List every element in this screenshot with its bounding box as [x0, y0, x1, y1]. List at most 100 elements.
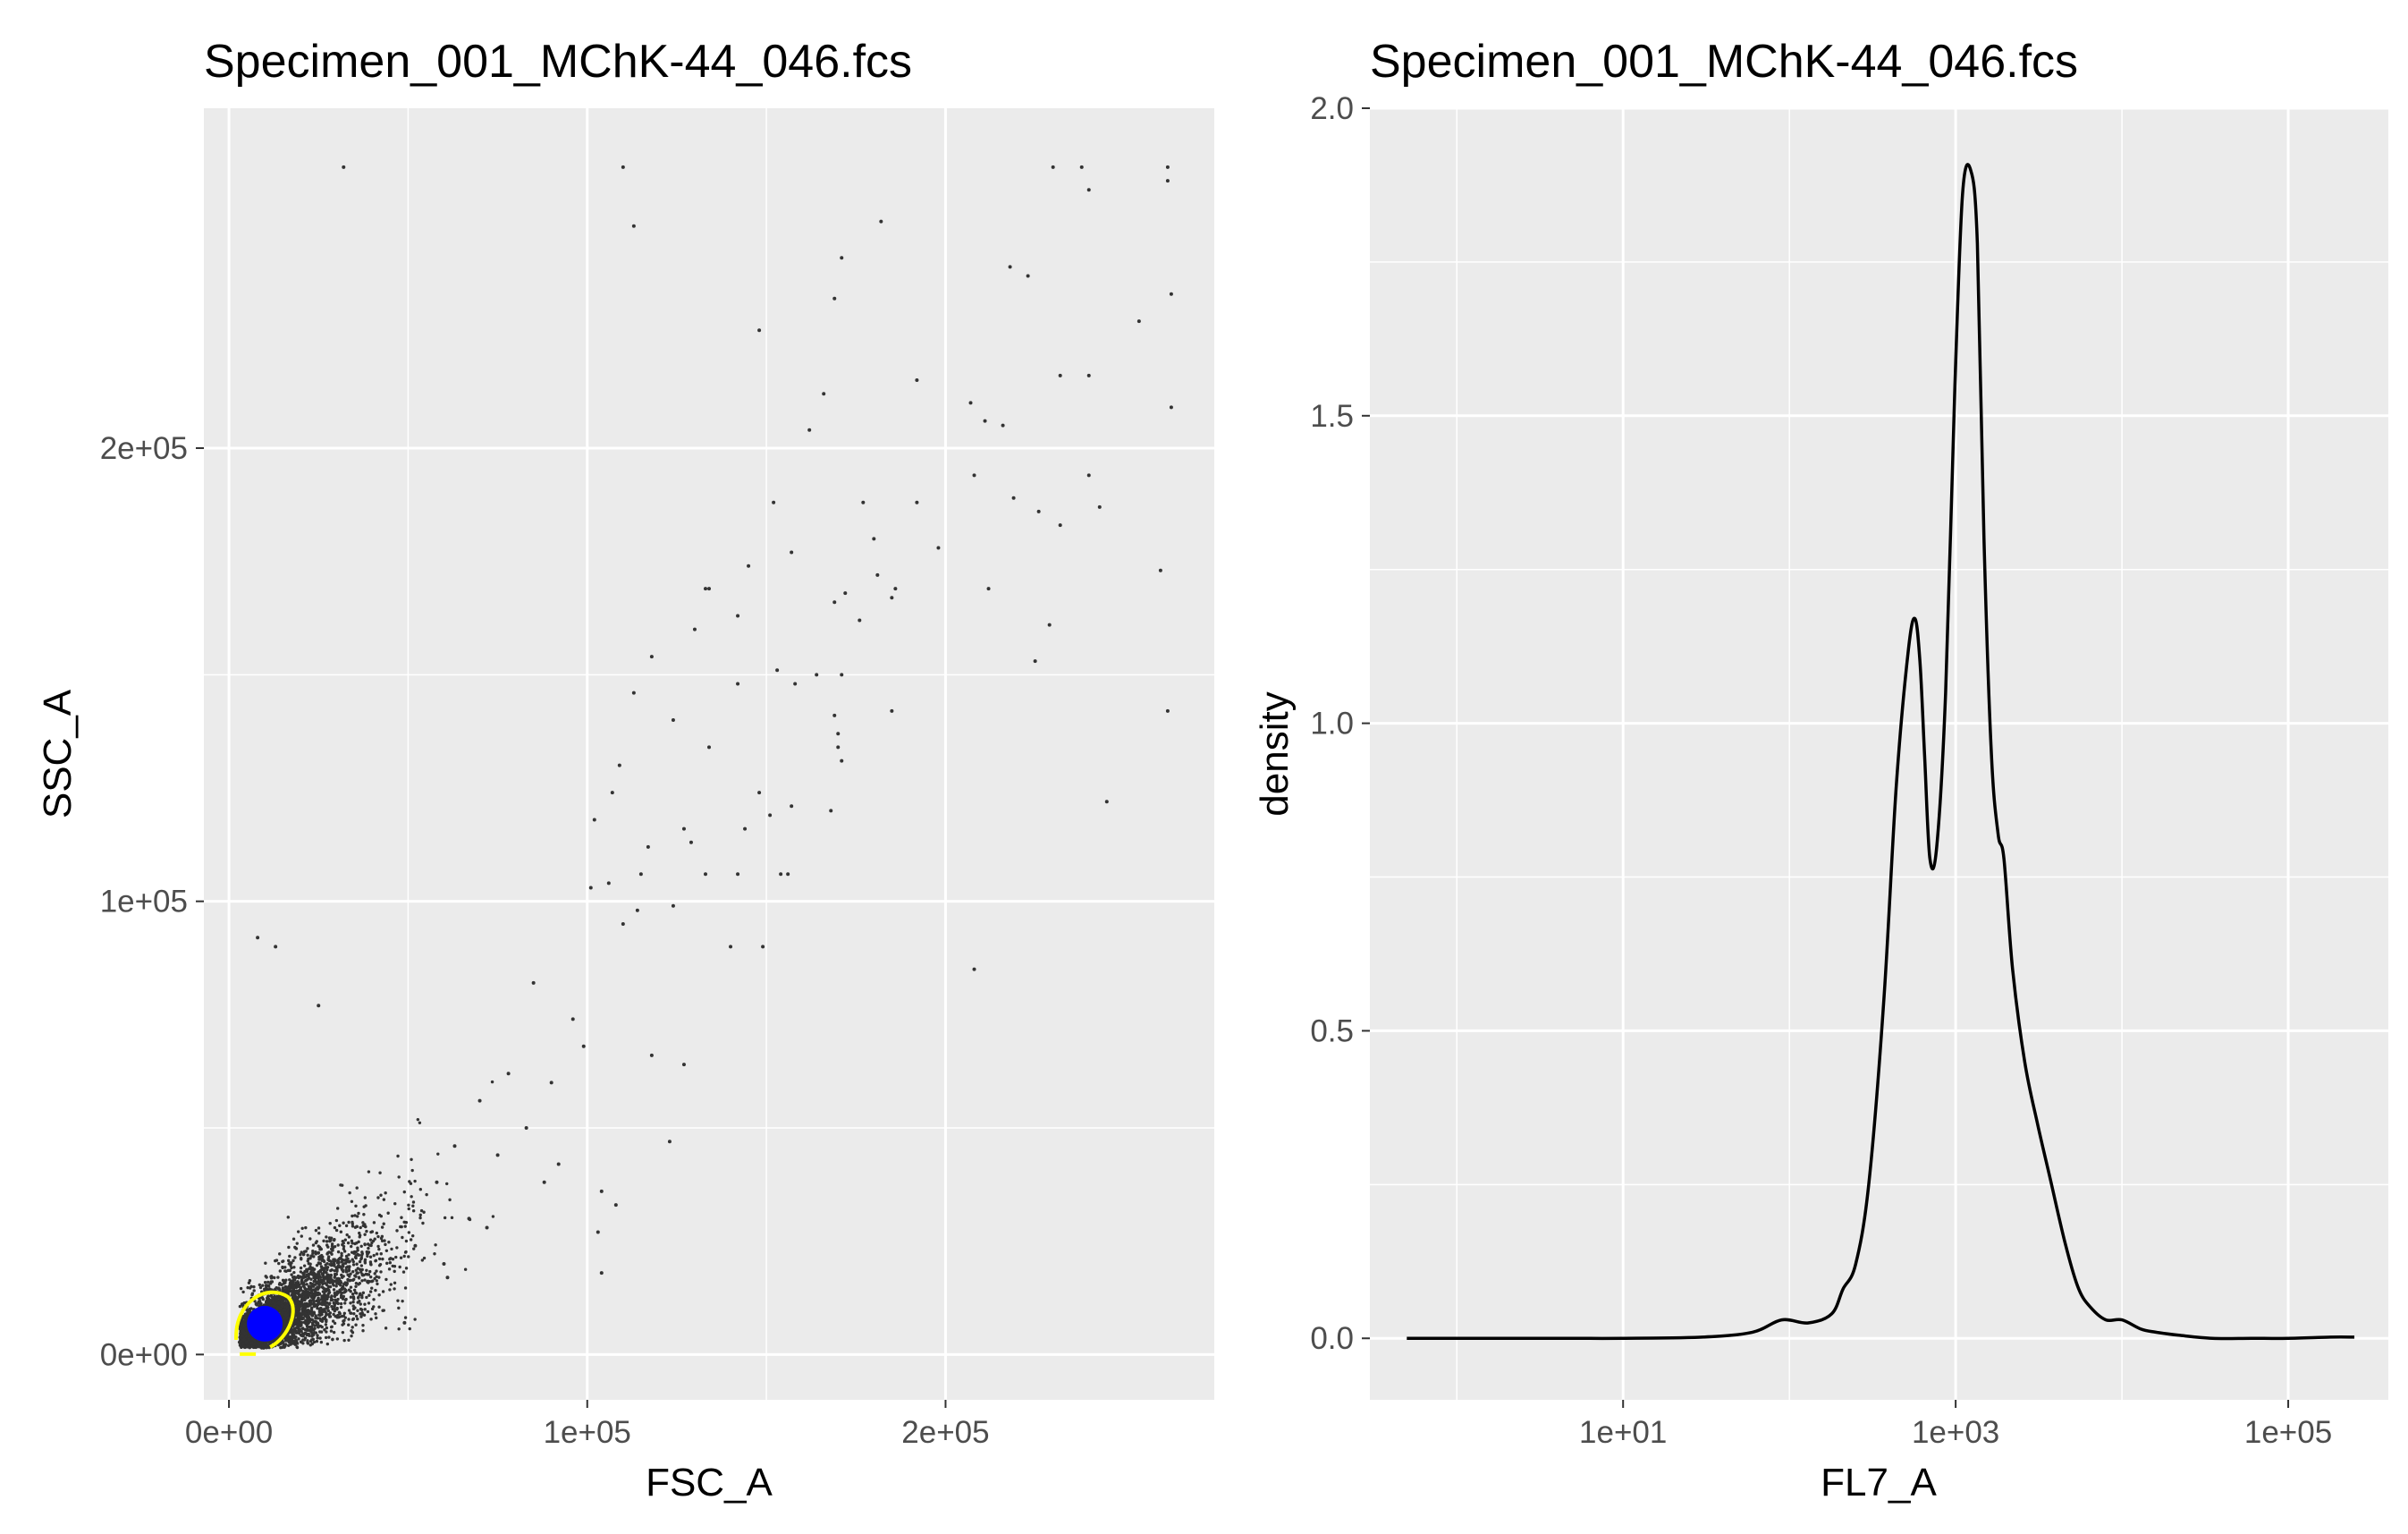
scatter-point	[321, 1282, 325, 1286]
scatter-point	[382, 1198, 386, 1201]
scatter-point	[324, 1263, 327, 1267]
scatter-point	[360, 1295, 364, 1300]
scatter-point	[355, 1215, 359, 1218]
scatter-point	[335, 1306, 339, 1310]
scatter-point	[344, 1224, 349, 1228]
scatter-point	[315, 1273, 318, 1276]
scatter-point	[875, 572, 880, 577]
scatter-point	[314, 1228, 318, 1233]
scatter-point	[309, 1272, 314, 1276]
scatter-point	[344, 1266, 349, 1269]
scatter-point	[326, 1258, 330, 1262]
scatter-point	[393, 1202, 397, 1206]
scatter-point	[829, 809, 833, 813]
scatter-point	[1001, 423, 1005, 428]
scatter-point	[312, 1340, 317, 1344]
scatter-point	[299, 1305, 302, 1309]
scatter-point	[399, 1225, 402, 1229]
y-tick-label: 1.5	[1310, 399, 1354, 434]
scatter-point	[288, 1278, 291, 1282]
scatter-point	[325, 1283, 329, 1287]
scatter-point	[549, 1081, 553, 1085]
scatter-point	[299, 1253, 302, 1257]
scatter-point	[334, 1218, 339, 1223]
scatter-point	[325, 1330, 328, 1334]
scatter-point	[311, 1251, 315, 1255]
scatter-point	[291, 1237, 296, 1241]
scatter-point	[351, 1242, 354, 1245]
scatter-point	[315, 1321, 320, 1326]
scatter-point	[349, 1311, 353, 1315]
scatter-point	[337, 1315, 342, 1319]
scatter-point	[355, 1225, 359, 1229]
scatter-point	[356, 1267, 359, 1270]
scatter-point	[313, 1324, 317, 1327]
scatter-point	[772, 500, 776, 504]
scatter-point	[1086, 188, 1091, 192]
density-grid	[1370, 106, 2388, 1400]
scatter-point	[377, 1264, 382, 1267]
scatter-point	[293, 1301, 298, 1305]
scatter-point	[360, 1250, 364, 1254]
scatter-point	[310, 1335, 314, 1338]
scatter-point	[332, 1288, 336, 1292]
scatter-point	[291, 1259, 295, 1263]
scatter-point	[419, 1208, 424, 1213]
scatter-point	[331, 1282, 335, 1286]
scatter-point	[320, 1272, 325, 1276]
scatter-point	[317, 1261, 321, 1265]
scatter-point	[411, 1233, 415, 1238]
scatter-point	[280, 1303, 285, 1309]
scatter-point	[376, 1244, 380, 1249]
scatter-point	[1165, 708, 1170, 713]
scatter-point	[936, 546, 941, 550]
scatter-point	[621, 922, 625, 926]
scatter-point	[264, 1261, 267, 1265]
scatter-point	[280, 1345, 284, 1350]
scatter-point	[278, 1252, 282, 1256]
scatter-point	[342, 1221, 345, 1225]
scatter-point	[252, 1338, 257, 1343]
scatter-point	[298, 1292, 301, 1297]
scatter-x-axis-title: FSC_A	[646, 1461, 773, 1504]
density-panel: Specimen_001_MChK-44_046.fcs 1e+01 1e+03…	[1253, 36, 2388, 1504]
scatter-title: Specimen_001_MChK-44_046.fcs	[204, 36, 912, 88]
scatter-point	[703, 587, 707, 591]
scatter-point	[401, 1299, 404, 1303]
scatter-point	[356, 1296, 360, 1300]
scatter-point	[308, 1237, 312, 1241]
scatter-point	[403, 1225, 407, 1228]
scatter-point	[308, 1256, 312, 1260]
scatter-point	[872, 537, 876, 541]
scatter-point	[347, 1318, 351, 1321]
scatter-point	[325, 1235, 328, 1239]
scatter-point	[243, 1314, 248, 1319]
scatter-point	[359, 1307, 363, 1311]
scatter-point	[317, 1292, 322, 1296]
scatter-point	[318, 1336, 322, 1340]
scatter-point	[402, 1320, 407, 1325]
scatter-point	[790, 550, 794, 555]
scatter-point	[327, 1250, 331, 1254]
scatter-point	[596, 1230, 600, 1234]
scatter-point	[353, 1306, 357, 1309]
scatter-point	[301, 1326, 305, 1330]
scatter-point	[743, 826, 748, 831]
scatter-point	[397, 1306, 401, 1310]
scatter-point	[345, 1233, 349, 1237]
scatter-point	[325, 1240, 329, 1243]
x-tick-label: 1e+05	[2244, 1415, 2332, 1450]
scatter-point	[289, 1261, 292, 1265]
scatter-point	[281, 1265, 284, 1269]
scatter-point	[311, 1249, 315, 1253]
scatter-point	[304, 1295, 308, 1300]
scatter-point	[359, 1256, 364, 1260]
scatter-point	[312, 1319, 317, 1324]
scatter-point	[252, 1284, 256, 1289]
density-title: Specimen_001_MChK-44_046.fcs	[1370, 36, 2078, 88]
scatter-point	[333, 1225, 337, 1230]
scatter-point	[336, 1261, 341, 1265]
scatter-point	[346, 1269, 351, 1273]
scatter-point	[358, 1259, 362, 1264]
scatter-point	[397, 1327, 401, 1331]
